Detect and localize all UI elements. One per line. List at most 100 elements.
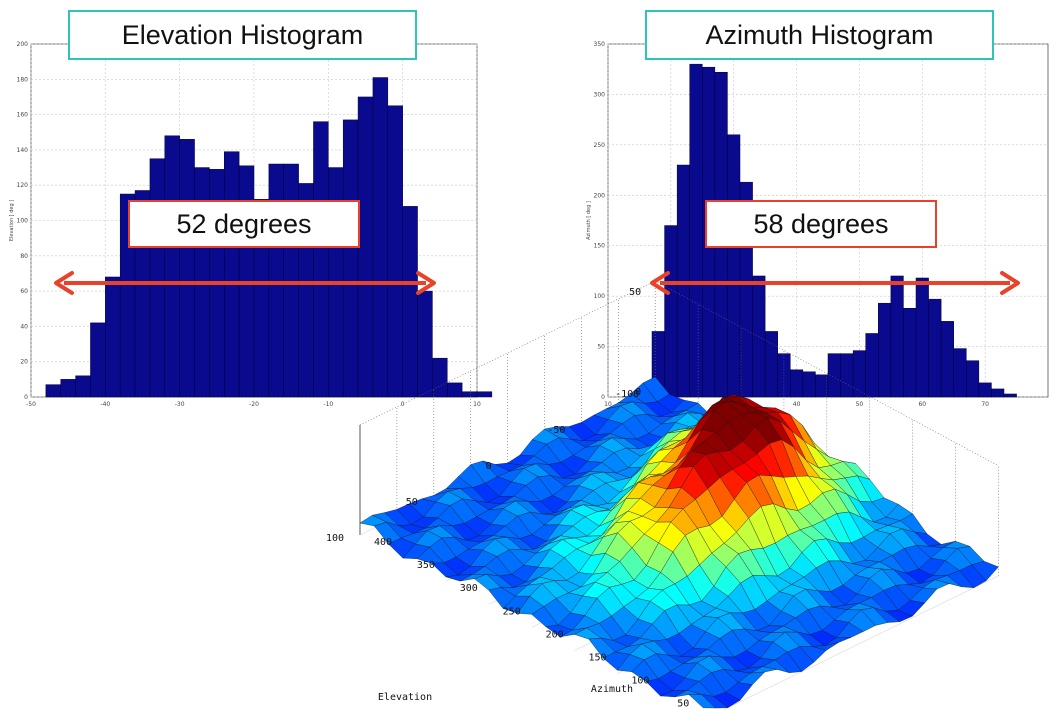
azimuth-tick-label: 400 (374, 537, 392, 548)
elevation-bar (432, 357, 448, 398)
azimuth-ytick-label: 300 (594, 91, 606, 98)
azimuth-bar (727, 134, 741, 398)
azimuth-tick-label: 300 (460, 583, 478, 594)
azimuth-bar (802, 371, 816, 398)
surface-floor-grid (722, 575, 999, 710)
azimuth-bar (815, 374, 829, 398)
azimuth-bar (903, 307, 917, 398)
elevation-bar (476, 391, 493, 398)
azimuth-bar (790, 369, 804, 398)
azimuth-bar (928, 298, 942, 398)
elevation-tick-label: -50 (547, 425, 565, 436)
azimuth-xtick-label: 40 (793, 401, 801, 408)
elevation-bar (75, 375, 91, 398)
elevation-bar (224, 151, 240, 398)
azimuth-tick-label: 150 (588, 653, 606, 664)
elevation-ytick-label: 20 (20, 359, 28, 366)
z-tick-label: 0 (635, 387, 641, 398)
elevation-bar (149, 158, 166, 398)
surface-back-grid (655, 280, 999, 467)
elevation-ytick-label: 0 (24, 394, 28, 401)
azimuth-histogram-title: Azimuth Histogram (645, 10, 994, 60)
elevation-bar (45, 384, 61, 398)
elevation-bar (417, 290, 433, 398)
elevation-tick-label: 50 (406, 497, 418, 508)
elevation-tick-label: -100 (615, 389, 639, 400)
elevation-bar (90, 322, 106, 398)
azimuth-ylabel: Azimuth [ deg ] (586, 201, 592, 240)
elevation-ytick-label: 140 (17, 147, 29, 154)
elevation-bar (60, 379, 76, 398)
elevation-bar (402, 206, 418, 398)
elevation-bar (283, 163, 299, 398)
elevation-ytick-label: 80 (20, 253, 28, 260)
elevation-bar (268, 163, 284, 398)
azimuth-tick-label: 200 (546, 629, 564, 640)
elevation-ylabel: Elevation [ deg ] (9, 200, 15, 241)
elevation-tick-label: 0 (486, 461, 492, 472)
azimuth-ytick-label: 50 (597, 344, 605, 351)
azimuth-ytick-label: 150 (594, 243, 606, 250)
elevation-xtick-label: -20 (249, 401, 259, 408)
azimuth-axis-label: Azimuth (591, 684, 633, 695)
azimuth-bar (991, 388, 1005, 398)
elevation-ytick-label: 180 (17, 76, 29, 83)
elevation-bar (461, 391, 478, 398)
elevation-bar (179, 139, 195, 398)
azimuth-ytick-label: 350 (594, 41, 606, 48)
azimuth-span-arrow-head-left (650, 271, 670, 295)
azimuth-bar (852, 350, 866, 398)
elevation-bar (372, 77, 389, 398)
elevation-histogram-title: Elevation Histogram (68, 10, 417, 60)
azimuth-bar (840, 353, 854, 398)
elevation-ytick-label: 100 (17, 218, 29, 225)
elevation-xtick-label: -50 (26, 401, 36, 408)
azimuth-tick-label: 50 (677, 699, 689, 710)
surface-plot-3d: 050100150200250300350400-100-50050100050… (326, 280, 999, 710)
azimuth-xtick-label: 70 (981, 401, 989, 408)
azimuth-bar (664, 225, 678, 398)
surface-back-grid (359, 280, 656, 426)
elevation-xtick-label: -40 (100, 401, 110, 408)
elevation-xtick-label: -30 (175, 401, 185, 408)
elevation-tick-label: 100 (326, 533, 344, 544)
azimuth-bar (890, 275, 904, 398)
elevation-span-arrow-head-left (54, 271, 74, 295)
elevation-bar (105, 276, 121, 398)
azimuth-bar (978, 382, 992, 398)
z-tick-label: 50 (629, 287, 641, 298)
azimuth-bar (689, 63, 703, 398)
elevation-ytick-label: 160 (17, 112, 29, 119)
azimuth-tick-label: 350 (417, 560, 435, 571)
azimuth-xtick-label: 10 (604, 401, 612, 408)
azimuth-ytick-label: 250 (594, 142, 606, 149)
azimuth-tick-label: 100 (631, 676, 649, 687)
elevation-bar (387, 105, 403, 398)
azimuth-bar (865, 333, 879, 398)
elevation-ytick-label: 120 (17, 182, 29, 189)
azimuth-ytick-label: 100 (594, 293, 606, 300)
azimuth-bar (764, 331, 778, 398)
azimuth-xtick-label: 50 (856, 401, 864, 408)
azimuth-bar (940, 321, 954, 398)
azimuth-xtick-label: 60 (918, 401, 926, 408)
azimuth-bar (878, 302, 892, 398)
azimuth-bar (915, 277, 929, 398)
elevation-xtick-label: 0 (401, 401, 405, 408)
elevation-ytick-label: 40 (20, 323, 28, 330)
elevation-bar (447, 382, 463, 398)
elevation-bar (342, 119, 359, 398)
azimuth-ytick-label: 200 (594, 192, 606, 199)
azimuth-span-label: 58 degrees (705, 200, 937, 248)
azimuth-bar (953, 348, 967, 398)
elevation-bar (164, 135, 180, 398)
elevation-span-arrow-head-right (416, 271, 436, 295)
elevation-span-label: 52 degrees (128, 200, 360, 248)
elevation-ytick-label: 200 (17, 41, 29, 48)
elevation-axis-label: Elevation (378, 692, 432, 703)
elevation-ytick-label: 60 (20, 288, 28, 295)
span-arrows (54, 271, 1020, 295)
elevation-bar (357, 96, 374, 398)
azimuth-ytick-label: 0 (601, 394, 605, 401)
